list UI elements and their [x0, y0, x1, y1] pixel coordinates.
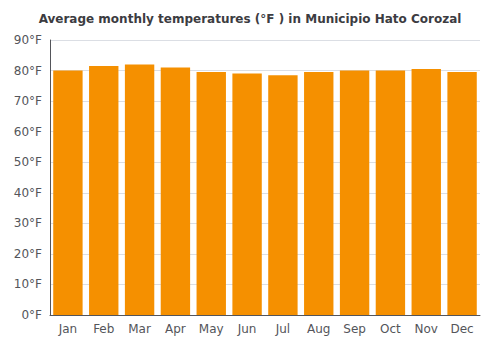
svg-text:Jul: Jul	[275, 322, 290, 336]
svg-text:Sep: Sep	[343, 322, 366, 336]
svg-text:Jan: Jan	[58, 322, 78, 336]
svg-text:90°F: 90°F	[14, 33, 42, 47]
svg-text:Apr: Apr	[165, 322, 186, 336]
svg-text:Average monthly temperatures (: Average monthly temperatures (°F ) in Mu…	[39, 12, 462, 26]
svg-text:30°F: 30°F	[14, 216, 42, 230]
svg-text:Oct: Oct	[380, 322, 401, 336]
svg-text:10°F: 10°F	[14, 277, 42, 291]
svg-text:Nov: Nov	[415, 322, 438, 336]
svg-text:40°F: 40°F	[14, 186, 42, 200]
svg-text:50°F: 50°F	[14, 155, 42, 169]
svg-text:Aug: Aug	[307, 322, 330, 336]
svg-text:60°F: 60°F	[14, 125, 42, 139]
svg-text:Mar: Mar	[128, 322, 151, 336]
svg-text:20°F: 20°F	[14, 247, 42, 261]
svg-text:Jun: Jun	[237, 322, 257, 336]
svg-text:May: May	[199, 322, 224, 336]
svg-text:80°F: 80°F	[14, 64, 42, 78]
svg-text:Feb: Feb	[93, 322, 114, 336]
svg-text:0°F: 0°F	[21, 308, 42, 322]
svg-text:70°F: 70°F	[14, 94, 42, 108]
svg-text:Dec: Dec	[450, 322, 473, 336]
